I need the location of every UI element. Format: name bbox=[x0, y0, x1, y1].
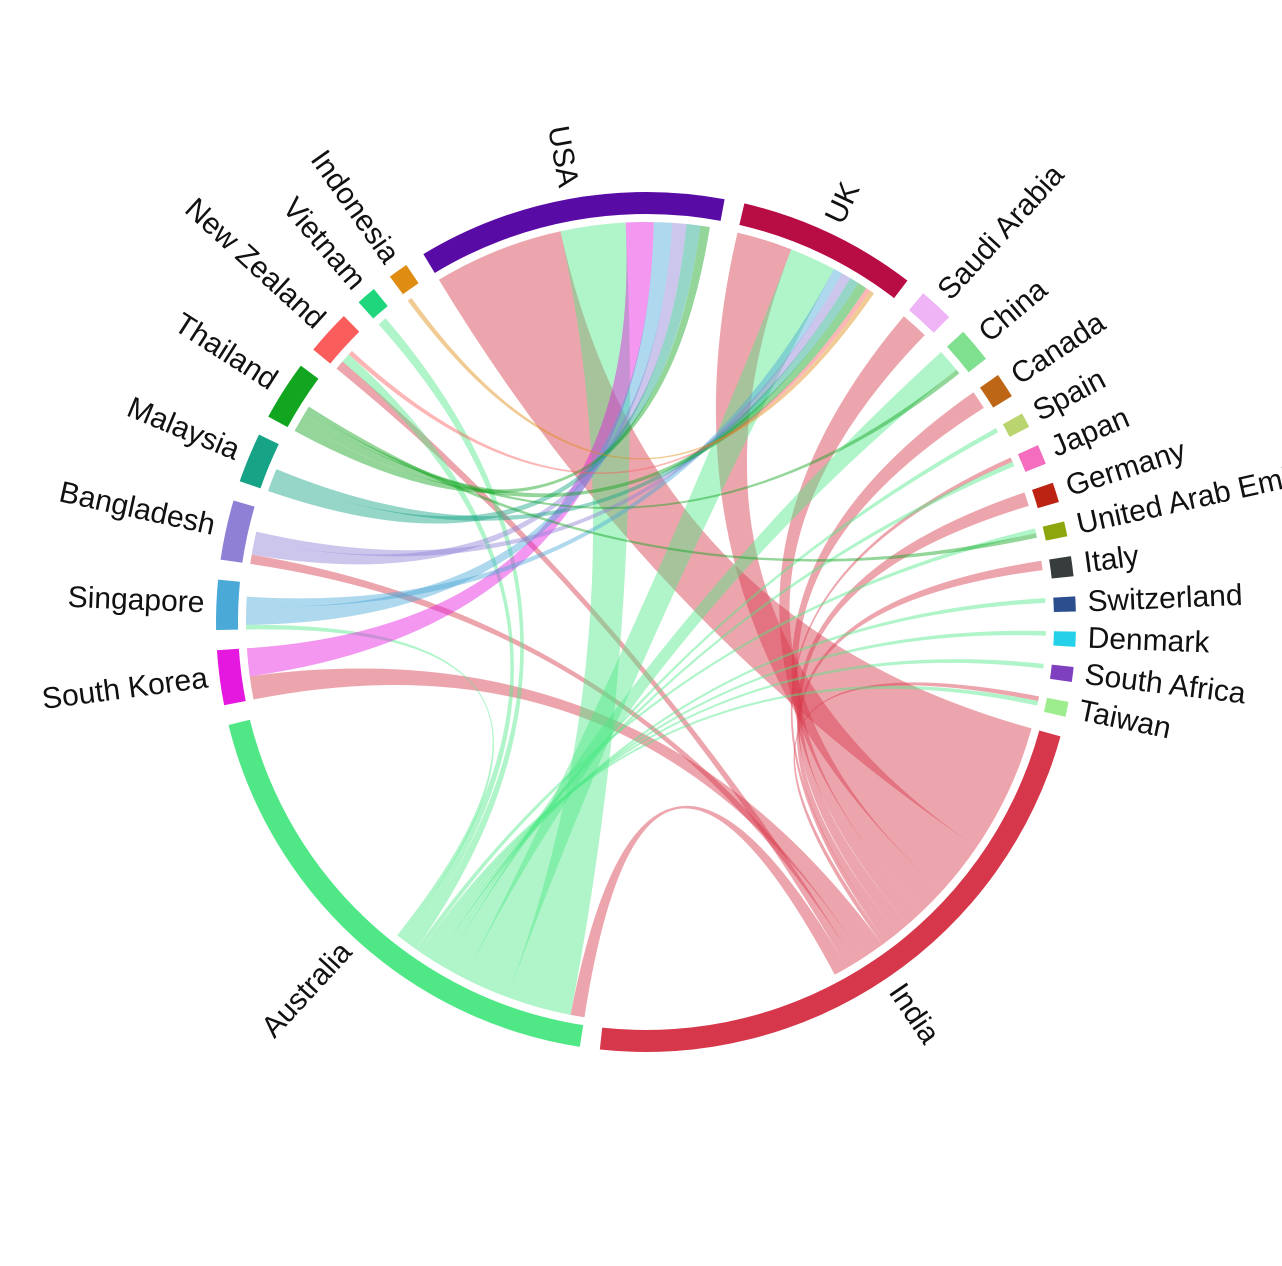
group-label-switzerland: Switzerland bbox=[1087, 579, 1243, 618]
group-label-bangladesh: Bangladesh bbox=[56, 476, 218, 542]
ribbons-layer bbox=[246, 222, 1046, 1018]
group-label-saudi-arabia: Saudi Arabia bbox=[931, 158, 1070, 306]
ribbon-australia-uk[interactable] bbox=[464, 249, 834, 998]
group-label-china: China bbox=[972, 273, 1053, 349]
ribbon-india-south-korea[interactable] bbox=[249, 668, 883, 958]
group-label-italy: Italy bbox=[1082, 540, 1141, 580]
group-arc-italy[interactable] bbox=[1049, 556, 1074, 579]
ribbon-india-australia[interactable] bbox=[570, 805, 848, 1018]
group-label-denmark: Denmark bbox=[1087, 622, 1211, 660]
group-label-usa: USA bbox=[541, 123, 585, 190]
ribbon-new-zealand-uk[interactable] bbox=[348, 288, 871, 474]
group-arc-thailand[interactable] bbox=[268, 365, 319, 428]
group-arc-saudi-arabia[interactable] bbox=[909, 293, 950, 333]
ribbon-india-uk[interactable] bbox=[715, 232, 977, 892]
group-arc-bangladesh[interactable] bbox=[220, 500, 255, 563]
ribbon-india-usa[interactable] bbox=[438, 231, 1032, 848]
ribbon-india-saudi-arabia[interactable] bbox=[779, 316, 942, 912]
group-arc-germany[interactable] bbox=[1032, 482, 1059, 509]
group-arc-malaysia[interactable] bbox=[239, 434, 279, 489]
ribbon-australia-china[interactable] bbox=[443, 351, 957, 979]
group-label-thailand: Thailand bbox=[168, 307, 283, 397]
group-label-malaysia: Malaysia bbox=[123, 391, 245, 467]
group-arc-canada[interactable] bbox=[979, 375, 1012, 408]
ribbon-malaysia-uk[interactable] bbox=[272, 278, 859, 521]
arcs-layer bbox=[216, 192, 1076, 1052]
group-arc-switzerland[interactable] bbox=[1053, 596, 1076, 613]
group-arc-vietnam[interactable] bbox=[358, 289, 388, 319]
group-arc-china[interactable] bbox=[947, 331, 987, 373]
group-label-taiwan: Taiwan bbox=[1076, 694, 1174, 745]
ribbon-thailand-united-arab-emirates[interactable] bbox=[306, 406, 1038, 562]
group-arc-denmark[interactable] bbox=[1053, 631, 1076, 647]
group-arc-new-zealand[interactable] bbox=[313, 316, 360, 364]
group-arc-south-africa[interactable] bbox=[1050, 664, 1074, 682]
group-arc-india[interactable] bbox=[599, 730, 1061, 1052]
group-arc-south-korea[interactable] bbox=[216, 648, 246, 706]
group-arc-uk[interactable] bbox=[739, 203, 908, 299]
ribbon-indonesia-uk[interactable] bbox=[407, 290, 875, 460]
group-label-south-korea: South Korea bbox=[40, 661, 210, 715]
group-arc-united-arab-emirates[interactable] bbox=[1042, 521, 1068, 541]
group-arc-usa[interactable] bbox=[423, 192, 725, 273]
group-label-australia: Australia bbox=[255, 935, 358, 1044]
group-arc-indonesia[interactable] bbox=[389, 264, 419, 295]
group-arc-spain[interactable] bbox=[1002, 413, 1030, 437]
ribbon-india-canada[interactable] bbox=[791, 392, 984, 925]
group-arc-taiwan[interactable] bbox=[1043, 697, 1069, 717]
group-arc-singapore[interactable] bbox=[216, 579, 240, 631]
group-label-india: India bbox=[882, 977, 946, 1050]
group-label-uk: UK bbox=[819, 177, 867, 229]
group-label-singapore: Singapore bbox=[67, 581, 205, 619]
ribbon-malaysia-usa[interactable] bbox=[268, 224, 701, 524]
group-arc-japan[interactable] bbox=[1017, 445, 1046, 472]
ribbon-australia-usa[interactable] bbox=[507, 222, 630, 1015]
